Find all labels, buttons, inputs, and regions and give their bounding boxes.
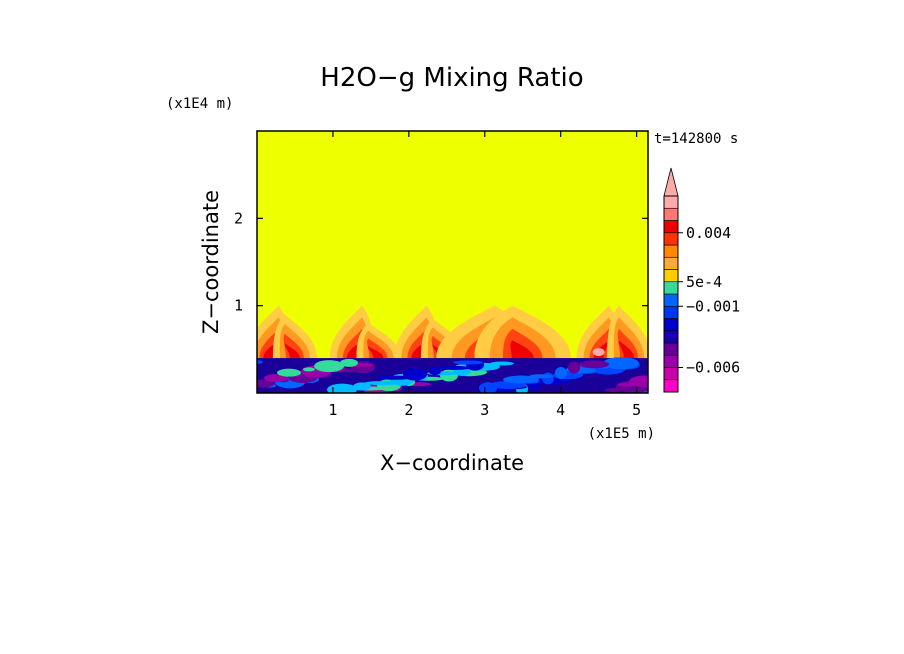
plume-contour xyxy=(510,340,534,359)
lower-layer-cell xyxy=(353,382,371,391)
lower-layer-cell xyxy=(479,382,497,393)
lower-layer-cell xyxy=(579,360,609,369)
lower-layer-cell xyxy=(453,360,483,365)
colorbar-segment xyxy=(663,195,679,209)
colorbar-label: 0.004 xyxy=(686,224,731,242)
plume-core xyxy=(592,348,605,357)
plot-frame xyxy=(256,130,649,394)
contour-field xyxy=(257,131,648,393)
x-tick-label: 2 xyxy=(404,401,413,419)
colorbar-segment xyxy=(663,232,679,246)
y-axis-label: Z−coordinate xyxy=(199,190,223,334)
plume-contour xyxy=(284,343,300,359)
colorbar-segment xyxy=(663,330,679,344)
colorbar-segment xyxy=(663,379,679,393)
lower-layer-cell xyxy=(429,367,441,376)
lower-layer-cell xyxy=(555,367,567,379)
lower-layer-cell xyxy=(377,375,413,380)
lower-layer-cell xyxy=(618,382,636,387)
colorbar-segment xyxy=(663,281,679,295)
lower-layer-cell xyxy=(503,375,539,384)
colorbar-segment xyxy=(663,354,679,368)
colorbar-segment xyxy=(663,256,679,270)
chart-title: H2O−g Mixing Ratio xyxy=(320,63,583,93)
colorbar-segment xyxy=(663,293,679,307)
lower-layer-cell xyxy=(303,367,315,372)
colorbar-label: 5e-4 xyxy=(686,273,722,291)
y-tick-label: 2 xyxy=(234,209,243,227)
lower-layer-cell xyxy=(440,365,470,370)
y-unit-label: (x1E4 m) xyxy=(166,96,233,112)
colorbar-segment xyxy=(663,367,679,381)
colorbar-segment xyxy=(663,305,679,319)
time-label: t=142800 s xyxy=(654,131,738,147)
lower-layer-cell xyxy=(327,383,357,393)
colorbar-frame xyxy=(663,195,679,393)
y-tick-label: 1 xyxy=(234,297,243,315)
lower-layer-cell xyxy=(542,372,554,385)
x-tick-label: 4 xyxy=(556,401,565,419)
lower-layer-cell xyxy=(314,360,344,373)
lower-layer-cell xyxy=(603,357,639,370)
lower-layer-cell xyxy=(605,388,623,392)
lower-layer-cell xyxy=(364,381,400,386)
lower-layer xyxy=(257,357,648,393)
lower-layer-cell xyxy=(257,360,263,365)
plume-layer xyxy=(257,305,648,359)
colorbar-segment xyxy=(663,342,679,356)
lower-layer-cell xyxy=(568,361,580,374)
colorbar-label: −0.006 xyxy=(686,359,740,377)
plume-contour xyxy=(618,340,635,359)
colorbar-segment xyxy=(663,318,679,332)
lower-layer-cell xyxy=(466,358,484,371)
x-axis-label: X−coordinate xyxy=(380,451,524,475)
x-unit-label: (x1E5 m) xyxy=(588,426,655,442)
plume-contour xyxy=(368,346,384,359)
colorbar-extend-arrow xyxy=(663,167,679,197)
x-tick-label: 1 xyxy=(328,401,337,419)
colorbar-segment xyxy=(663,207,679,221)
y-axis-ticks: 12 xyxy=(234,209,648,315)
colorbar: 0.004 5e-4 −0.001 −0.006 xyxy=(663,167,740,393)
lower-layer-cell xyxy=(340,358,358,367)
colorbar-label: −0.001 xyxy=(686,297,740,315)
colorbar-segment xyxy=(663,244,679,258)
lower-layer-cell xyxy=(264,374,288,383)
x-axis-ticks: 1 2 3 4 5 xyxy=(328,131,641,419)
x-tick-label: 5 xyxy=(632,401,641,419)
colorbar-segment xyxy=(663,269,679,283)
colorbar-segment xyxy=(663,220,679,234)
lower-layer-cell xyxy=(277,368,301,377)
x-tick-label: 3 xyxy=(480,401,489,419)
